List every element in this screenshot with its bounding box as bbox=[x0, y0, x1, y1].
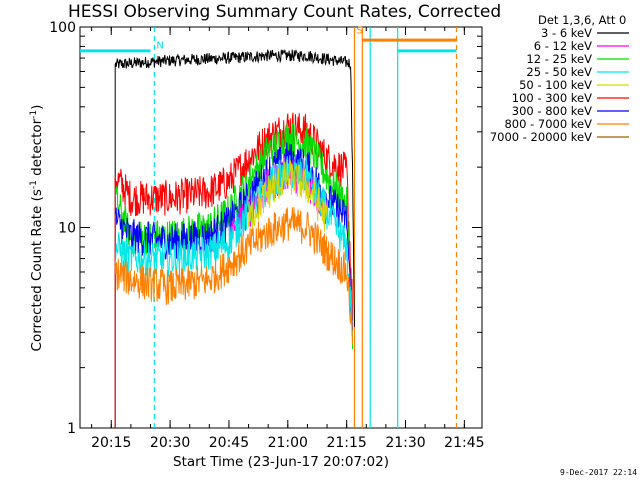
x-tick-label-0: 20:15 bbox=[91, 435, 131, 451]
annotation-0: N bbox=[156, 41, 163, 52]
legend-label-5: 100 - 300 keV bbox=[512, 91, 592, 105]
y-tick-label-1: 10 bbox=[58, 221, 76, 237]
annotation-layer: NS bbox=[156, 25, 362, 51]
legend-label-8: 7000 - 20000 keV bbox=[490, 130, 592, 144]
timestamp: 9-Dec-2017 22:14 bbox=[560, 468, 637, 477]
legend-label-4: 50 - 100 keV bbox=[519, 78, 592, 92]
y-axis-title-exp1: -1 bbox=[29, 180, 39, 189]
y-tick-label-0: 1 bbox=[67, 421, 76, 437]
x-tick-label-6: 21:45 bbox=[444, 435, 484, 451]
legend-label-2: 12 - 25 keV bbox=[526, 52, 592, 66]
legend-label-6: 300 - 800 keV bbox=[512, 104, 592, 118]
x-tick-label-1: 20:30 bbox=[150, 435, 190, 451]
x-tick-label-5: 21:30 bbox=[385, 435, 425, 451]
series-layer bbox=[114, 49, 355, 428]
x-axis-title: Start Time (23-Jun-17 20:07:02) bbox=[173, 454, 389, 470]
y-axis-title-exp2: -1 bbox=[29, 110, 39, 119]
legend-label-7: 800 - 7000 keV bbox=[504, 117, 592, 131]
legend-label-0: 3 - 6 keV bbox=[541, 26, 592, 40]
series-line-6 bbox=[248, 159, 328, 232]
y-axis-title: Corrected Count Rate (s-1 detector-1) bbox=[29, 105, 45, 352]
y-axis-title-mid: detector bbox=[29, 118, 45, 180]
y-axis-ticks: 1 10 100 bbox=[49, 20, 482, 437]
annotation-1: S bbox=[356, 25, 362, 36]
x-axis-ticks: 20:15 20:30 20:45 21:00 21:15 21:30 21:45 bbox=[91, 27, 485, 451]
x-tick-label-2: 20:45 bbox=[209, 435, 249, 451]
legend-label-3: 25 - 50 keV bbox=[526, 65, 592, 79]
y-axis-title-end: ) bbox=[29, 105, 45, 110]
plot-area: NS 20:15 20:30 20:45 21:00 21:15 21:30 21:45 1… bbox=[49, 20, 484, 451]
y-axis-title-main: Corrected Count Rate (s bbox=[29, 189, 45, 351]
y-tick-label-2: 100 bbox=[49, 20, 76, 36]
x-tick-label-4: 21:15 bbox=[326, 435, 366, 451]
legend-header: Det 1,3,6, Att 0 bbox=[538, 13, 626, 27]
series-line-0 bbox=[114, 49, 355, 428]
series-line-2 bbox=[114, 123, 353, 350]
x-tick-label-3: 21:00 bbox=[268, 435, 308, 451]
series-line-7 bbox=[114, 207, 353, 345]
legend-label-1: 6 - 12 keV bbox=[534, 39, 592, 53]
marker-layer bbox=[80, 27, 458, 428]
chart-title: HESSI Observing Summary Count Rates, Cor… bbox=[68, 2, 501, 22]
